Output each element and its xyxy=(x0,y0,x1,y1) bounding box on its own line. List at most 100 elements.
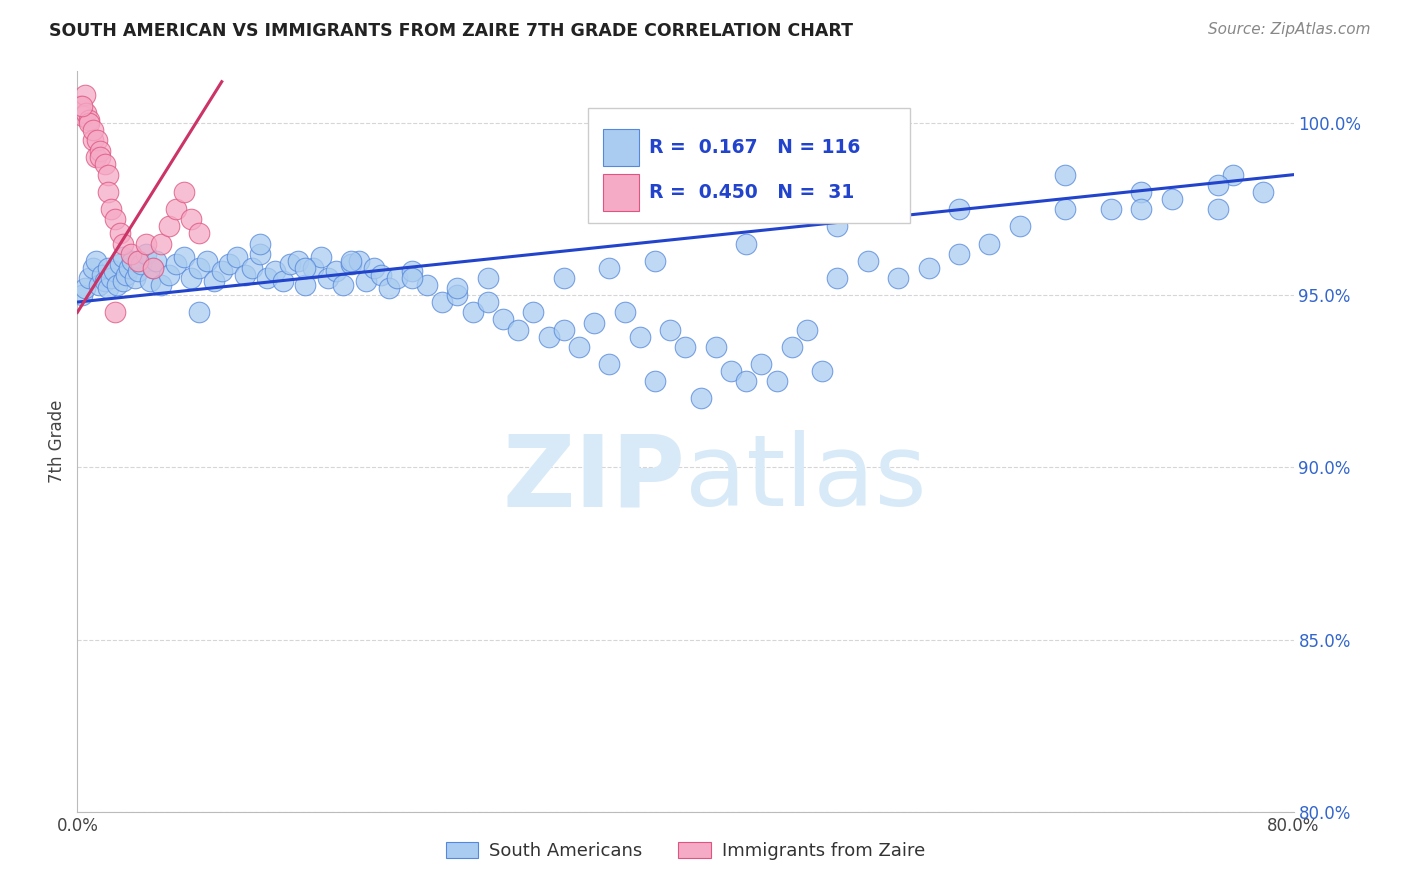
Point xyxy=(948,247,970,261)
Point xyxy=(93,157,115,171)
Point xyxy=(378,281,401,295)
Point xyxy=(195,253,218,268)
Point xyxy=(340,257,363,271)
Point xyxy=(188,226,211,240)
Point xyxy=(363,260,385,275)
Point xyxy=(108,226,131,240)
Point xyxy=(240,260,263,275)
Point xyxy=(477,295,499,310)
Point xyxy=(142,260,165,275)
Point xyxy=(720,364,742,378)
Point xyxy=(218,257,240,271)
Point xyxy=(75,105,97,120)
Point xyxy=(796,323,818,337)
Point xyxy=(173,250,195,264)
Point xyxy=(249,236,271,251)
Point xyxy=(354,274,377,288)
Point xyxy=(401,264,423,278)
Legend: South Americans, Immigrants from Zaire: South Americans, Immigrants from Zaire xyxy=(437,833,934,870)
Point xyxy=(598,357,620,371)
Point xyxy=(97,185,120,199)
FancyBboxPatch shape xyxy=(603,174,640,211)
Point xyxy=(735,236,758,251)
Point xyxy=(149,236,172,251)
Point xyxy=(644,253,666,268)
Point xyxy=(416,277,439,292)
Point xyxy=(79,271,101,285)
Point xyxy=(226,250,249,264)
Point xyxy=(568,340,591,354)
Point xyxy=(165,257,187,271)
Point xyxy=(704,340,727,354)
Point xyxy=(1054,202,1077,216)
Point xyxy=(89,144,111,158)
Point xyxy=(979,236,1001,251)
Point xyxy=(120,247,142,261)
Point xyxy=(108,257,131,271)
Point xyxy=(613,305,636,319)
Point xyxy=(72,109,94,123)
Point xyxy=(477,271,499,285)
Point xyxy=(100,202,122,216)
Point xyxy=(118,260,141,275)
Point xyxy=(302,260,325,275)
Point xyxy=(87,277,110,292)
Point xyxy=(93,274,115,288)
Point xyxy=(887,271,910,285)
Point xyxy=(370,268,392,282)
Point xyxy=(86,133,108,147)
FancyBboxPatch shape xyxy=(588,108,911,223)
Point xyxy=(124,271,146,285)
Point xyxy=(628,329,651,343)
Point xyxy=(180,212,202,227)
Point xyxy=(287,253,309,268)
Point xyxy=(157,219,180,234)
Point xyxy=(84,151,107,165)
Point xyxy=(1054,168,1077,182)
Point xyxy=(89,151,111,165)
Point xyxy=(811,364,834,378)
Point xyxy=(430,295,453,310)
Point xyxy=(127,264,149,278)
Point xyxy=(347,253,370,268)
Point xyxy=(135,247,157,261)
Point xyxy=(401,271,423,285)
Point xyxy=(598,260,620,275)
Point xyxy=(139,274,162,288)
Point xyxy=(142,260,165,275)
Text: Source: ZipAtlas.com: Source: ZipAtlas.com xyxy=(1208,22,1371,37)
Point xyxy=(157,268,180,282)
Point xyxy=(446,288,468,302)
Point xyxy=(751,357,773,371)
Point xyxy=(111,236,134,251)
Point xyxy=(1206,202,1229,216)
Point xyxy=(918,260,941,275)
Y-axis label: 7th Grade: 7th Grade xyxy=(48,400,66,483)
Point xyxy=(69,99,91,113)
Point xyxy=(188,260,211,275)
Point xyxy=(127,253,149,268)
Point xyxy=(294,260,316,275)
Point xyxy=(294,277,316,292)
Point xyxy=(249,247,271,261)
Point xyxy=(165,202,187,216)
Point xyxy=(553,271,575,285)
Point xyxy=(115,268,138,282)
Point xyxy=(1008,219,1031,234)
Point xyxy=(780,340,803,354)
Point xyxy=(202,274,225,288)
Point xyxy=(325,264,347,278)
Point xyxy=(111,250,134,264)
Point xyxy=(508,323,530,337)
Point xyxy=(100,271,122,285)
Point xyxy=(522,305,544,319)
Point xyxy=(105,277,128,292)
Text: atlas: atlas xyxy=(686,430,927,527)
Point xyxy=(149,277,172,292)
Point xyxy=(104,212,127,227)
Point xyxy=(103,264,125,278)
Point xyxy=(82,133,104,147)
Point xyxy=(90,268,112,282)
Point xyxy=(765,374,787,388)
FancyBboxPatch shape xyxy=(603,129,640,166)
